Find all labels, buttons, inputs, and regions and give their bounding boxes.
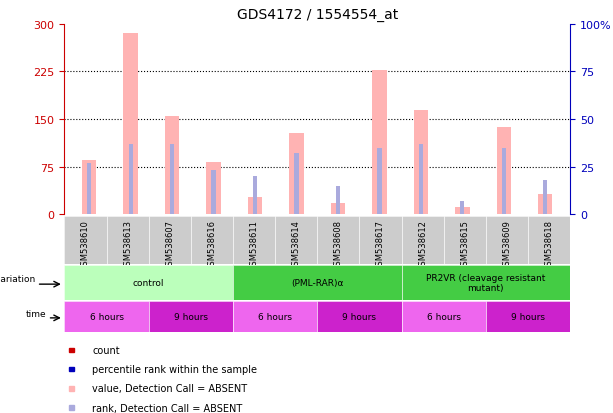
Bar [455,207,470,215]
Bar [123,34,138,215]
Text: GSM538610: GSM538610 [81,219,90,270]
Bar [87,164,91,215]
Text: percentile rank within the sample: percentile rank within the sample [92,364,257,374]
Text: 9 hours: 9 hours [511,312,545,321]
Text: genotype/variation: genotype/variation [0,275,36,284]
Text: GSM538616: GSM538616 [207,219,216,270]
Bar [501,148,506,215]
Bar [294,154,299,215]
Title: GDS4172 / 1554554_at: GDS4172 / 1554554_at [237,8,398,22]
Text: GSM538612: GSM538612 [418,219,427,270]
Text: GSM538611: GSM538611 [249,219,259,270]
Bar [460,202,465,215]
Text: GSM538613: GSM538613 [123,219,132,270]
Bar [165,116,180,215]
Text: 6 hours: 6 hours [427,312,460,321]
Text: GSM538617: GSM538617 [376,219,385,270]
Text: PR2VR (cleavage resistant
mutant): PR2VR (cleavage resistant mutant) [426,273,546,292]
Bar [543,180,547,215]
Text: 9 hours: 9 hours [174,312,208,321]
Bar [211,171,216,215]
Bar [336,186,340,215]
Text: GSM538607: GSM538607 [166,219,174,270]
Text: 6 hours: 6 hours [89,312,123,321]
Text: rank, Detection Call = ABSENT: rank, Detection Call = ABSENT [92,403,242,413]
Bar [372,70,387,215]
Text: GSM538618: GSM538618 [544,219,554,270]
Bar [82,161,96,215]
Text: 9 hours: 9 hours [343,312,376,321]
Text: GSM538608: GSM538608 [334,219,343,270]
Bar [69,386,74,391]
Text: time: time [26,309,47,318]
Bar [253,177,257,215]
Bar [497,127,511,215]
Bar [538,195,552,215]
Bar [414,110,428,215]
Bar [377,148,381,215]
Bar [289,134,304,215]
Text: GSM538609: GSM538609 [503,219,511,270]
Text: control: control [133,278,164,287]
Bar [129,145,133,215]
Bar [170,145,174,215]
Text: GSM538614: GSM538614 [292,219,300,270]
Text: GSM538615: GSM538615 [460,219,469,270]
Text: (PML-RAR)α: (PML-RAR)α [291,278,343,287]
Bar [330,203,345,215]
Text: count: count [92,345,120,355]
Bar [69,367,74,372]
Bar [248,197,262,215]
Bar [207,163,221,215]
Bar [419,145,423,215]
Text: 6 hours: 6 hours [258,312,292,321]
Bar [69,405,74,410]
Text: value, Detection Call = ABSENT: value, Detection Call = ABSENT [92,383,247,394]
Bar [69,348,74,352]
